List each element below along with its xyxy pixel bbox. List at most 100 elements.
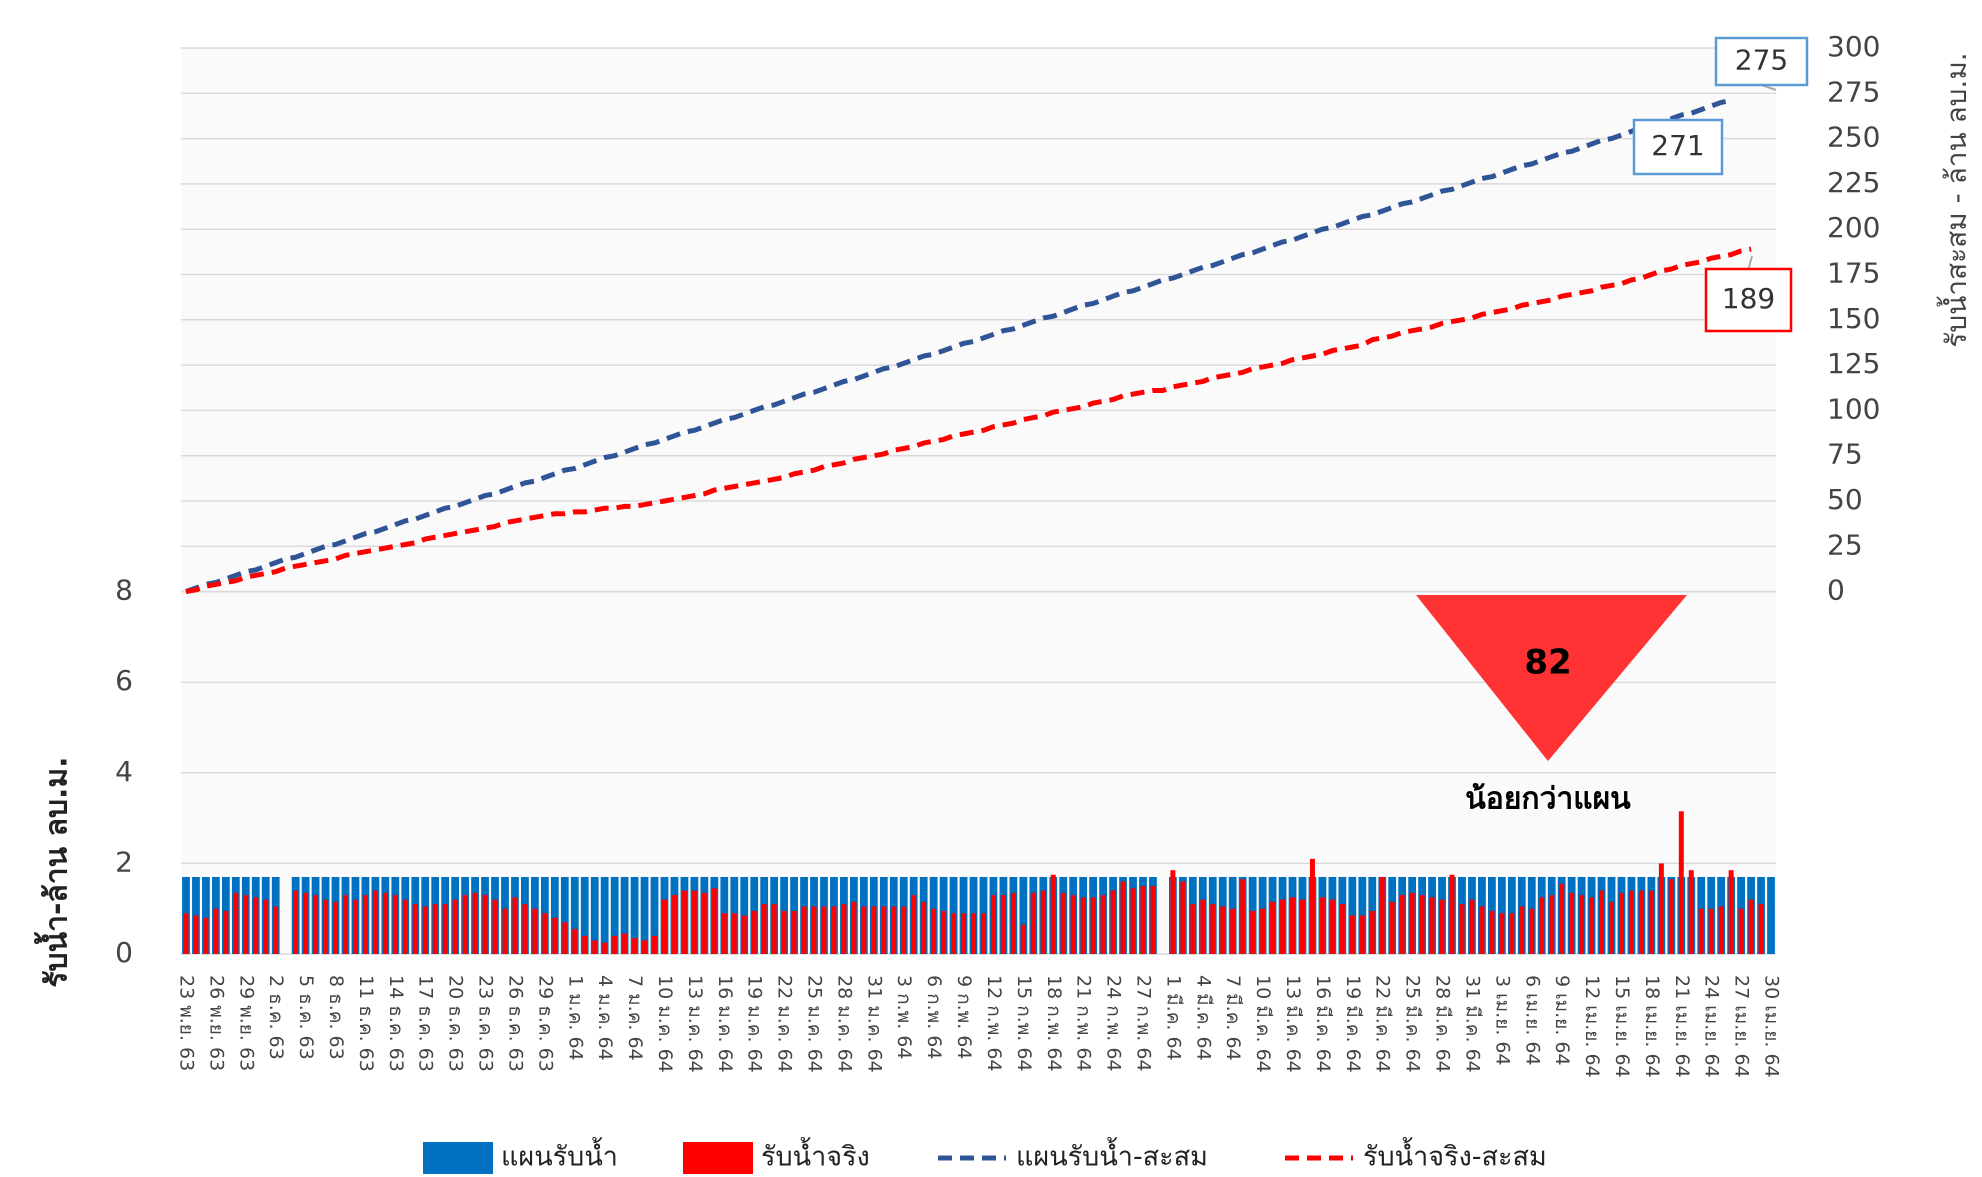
- bar: [1708, 908, 1714, 954]
- bar: [202, 876, 210, 954]
- bar: [861, 906, 867, 954]
- difference-value: 82: [1524, 643, 1571, 683]
- bar: [402, 899, 408, 954]
- bar: [522, 904, 528, 954]
- x-tick-label: 1 ม.ค. 64: [564, 975, 586, 1061]
- y-tick-label: 2: [115, 845, 133, 878]
- bar: [881, 906, 887, 954]
- bar: [1489, 910, 1495, 954]
- bar: [1170, 870, 1176, 954]
- x-tick-label: 24 เม.ย. 64: [1701, 975, 1723, 1078]
- annotation-box: [1714, 36, 1809, 87]
- y2-tick-label: 225: [1827, 166, 1880, 199]
- legend-label: แผนรับน้ำ: [501, 1137, 618, 1173]
- bar: [442, 904, 448, 954]
- bar: [1260, 908, 1266, 954]
- bar: [602, 942, 608, 954]
- bar: [1618, 892, 1624, 954]
- y2-axis-title: รับน้ำสะสม - ล้าน ลบ.ม.: [1936, 52, 1973, 347]
- bar: [482, 895, 488, 954]
- bar: [1628, 890, 1634, 954]
- x-tick-label: 23 ธ.ค. 63: [475, 975, 497, 1072]
- bar: [313, 895, 319, 954]
- x-tick-label: 19 มี.ค. 64: [1342, 975, 1364, 1073]
- y2-tick-label: 75: [1827, 438, 1863, 471]
- bar: [1668, 879, 1674, 954]
- bar: [1638, 890, 1644, 954]
- bar: [1469, 899, 1475, 954]
- bar: [323, 899, 329, 954]
- y2-tick-label: 125: [1827, 347, 1880, 380]
- bar: [761, 904, 767, 954]
- y2-tick-label: 250: [1827, 121, 1880, 154]
- bar: [1250, 910, 1256, 954]
- bar: [1290, 897, 1296, 954]
- x-tick-label: 25 ม.ค. 64: [804, 975, 826, 1073]
- difference-note: น้อยกว่าแผน: [1465, 782, 1631, 817]
- bar: [1130, 888, 1136, 954]
- bar: [1110, 890, 1116, 954]
- bar: [1419, 895, 1425, 954]
- y2-tick-label: 25: [1827, 528, 1863, 561]
- bar: [801, 906, 807, 954]
- bar: [303, 892, 309, 954]
- bar: [392, 895, 398, 954]
- bar: [1609, 901, 1615, 954]
- bar: [293, 890, 299, 954]
- bar: [681, 890, 687, 954]
- x-tick-label: 6 ก.พ. 64: [923, 975, 945, 1059]
- bar: [731, 913, 737, 954]
- x-tick-label: 9 ก.พ. 64: [953, 975, 975, 1059]
- bar: [851, 901, 857, 954]
- bar: [462, 895, 468, 954]
- legend-label: แผนรับน้ำ-สะสม: [1016, 1137, 1208, 1173]
- bar: [452, 899, 458, 954]
- bar: [412, 904, 418, 954]
- x-tick-label: 28 มี.ค. 64: [1432, 975, 1454, 1073]
- x-tick-label: 20 ธ.ค. 63: [445, 975, 467, 1072]
- bar: [1240, 879, 1246, 954]
- bar: [612, 935, 618, 954]
- y2-tick-label: 200: [1827, 211, 1880, 244]
- bar: [372, 890, 378, 954]
- x-tick-label: 8 ธ.ค. 63: [325, 975, 347, 1060]
- x-tick-label: 31 มี.ค. 64: [1461, 975, 1483, 1073]
- bar: [600, 876, 609, 954]
- bar: [432, 904, 438, 954]
- bar: [711, 888, 717, 954]
- annotation-label: 275: [1735, 44, 1788, 77]
- bar: [831, 906, 837, 954]
- bar: [223, 910, 229, 954]
- x-tick-label: 28 ม.ค. 64: [833, 975, 855, 1073]
- bar: [562, 922, 568, 954]
- bar: [273, 906, 279, 954]
- bar: [671, 895, 677, 954]
- y2-tick-label: 175: [1827, 257, 1880, 290]
- bar: [1210, 904, 1216, 954]
- bar: [811, 906, 817, 954]
- bar: [650, 876, 659, 954]
- bar: [1678, 811, 1684, 954]
- x-tick-label: 6 เม.ย. 64: [1521, 975, 1543, 1066]
- x-tick-label: 16 มี.ค. 64: [1312, 975, 1334, 1073]
- bar: [791, 910, 797, 954]
- x-tick-label: 31 ม.ค. 64: [863, 975, 885, 1073]
- bar: [382, 892, 388, 954]
- bar: [891, 906, 897, 954]
- bar: [781, 910, 787, 954]
- bar: [1020, 924, 1026, 954]
- bar: [1339, 904, 1345, 954]
- line: [185, 246, 1752, 595]
- bar: [691, 890, 697, 954]
- bar: [1658, 863, 1664, 954]
- bar: [771, 904, 777, 954]
- x-tick-label: 2 ธ.ค. 63: [265, 975, 287, 1060]
- y-tick-label: 8: [115, 574, 133, 607]
- bar: [532, 908, 538, 954]
- bar: [333, 901, 339, 954]
- x-tick-label: 12 เม.ย. 64: [1581, 975, 1603, 1078]
- x-tick-label: 27 เม.ย. 64: [1731, 975, 1753, 1078]
- x-tick-label: 3 ก.พ. 64: [893, 975, 915, 1059]
- bar: [1280, 899, 1286, 954]
- bar: [1070, 895, 1076, 954]
